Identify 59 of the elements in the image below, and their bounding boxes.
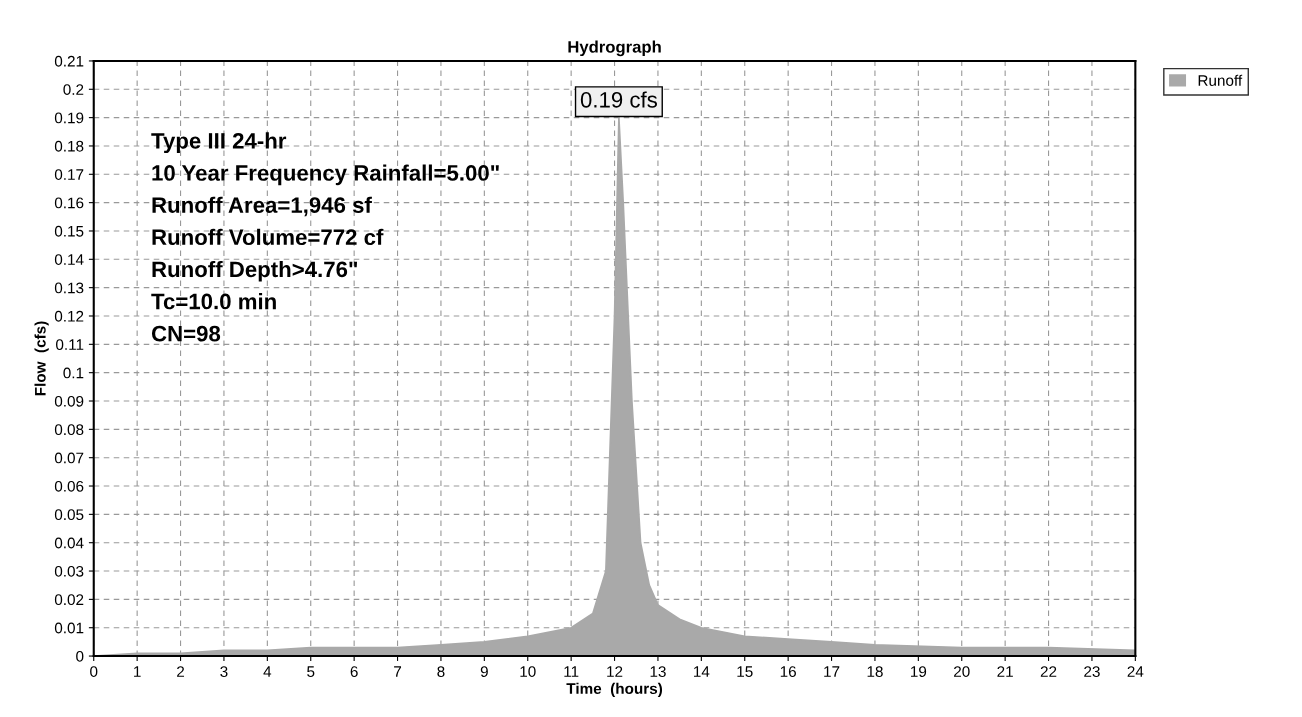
x-tick-label: 23: [1084, 666, 1100, 677]
y-tick-label: 0: [76, 650, 84, 662]
x-tick-label: 6: [350, 666, 358, 677]
x-tick-label: 21: [997, 666, 1013, 677]
chart-title: Hydrograph: [568, 40, 661, 57]
y-axis-title: Flow (cfs): [34, 321, 49, 396]
y-tick-label: 0.2: [63, 84, 84, 95]
y-tick-label: 0.21: [54, 55, 84, 67]
y-tick-label: 0.03: [54, 565, 84, 577]
y-tick-label: 0.18: [54, 140, 84, 152]
y-tick-label: 0.17: [54, 169, 84, 180]
y-tick-label: 0.07: [54, 452, 84, 464]
y-tick-label: 0.14: [54, 254, 84, 265]
x-tick-label: 7: [394, 666, 402, 677]
y-tick-label: 0.12: [54, 310, 84, 322]
x-tick-label: 10: [520, 666, 536, 677]
annotation: Type III 24-hr: [151, 132, 287, 154]
y-tick-label: 0.05: [54, 509, 84, 521]
annotation: Tc=10.0 min: [151, 293, 276, 310]
annotation: Runoff Area=1,946 sf: [152, 196, 372, 217]
x-tick-label: 19: [911, 666, 927, 677]
y-tick-label: 0.06: [54, 480, 84, 492]
annotation: 0.19 cfs: [580, 91, 657, 108]
annotation: Runoff Depth>4.76": [152, 260, 358, 282]
x-axis-title: Time (hours): [566, 682, 663, 698]
legend-label: Runoff: [1198, 74, 1243, 86]
x-tick-label: 8: [437, 666, 445, 677]
x-tick-label: 22: [1040, 666, 1057, 677]
y-tick-label: 0.11: [56, 339, 84, 351]
x-tick-label: 1: [134, 666, 141, 677]
x-tick-label: 4: [263, 666, 272, 677]
y-tick-label: 0.08: [54, 424, 84, 436]
y-tick-label: 0.19: [54, 112, 84, 124]
annotation: Runoff Volume=772 cf: [152, 228, 384, 246]
x-tick-label: 15: [737, 666, 753, 677]
x-tick-label: 14: [694, 666, 710, 677]
x-tick-label: 0: [90, 666, 98, 677]
x-tick-label: 9: [480, 666, 488, 677]
x-tick-label: 5: [307, 666, 315, 677]
y-tick-label: 0.04: [54, 537, 84, 549]
x-tick-label: 12: [607, 666, 623, 677]
annotation: CN=98: [151, 325, 221, 342]
y-tick-label: 0.02: [54, 594, 84, 606]
x-tick-label: 18: [867, 666, 883, 677]
x-tick-label: 13: [650, 666, 666, 677]
x-tick-label: 3: [220, 666, 228, 677]
y-tick-label: 0.16: [54, 197, 84, 209]
x-tick-label: 17: [824, 666, 840, 677]
y-tick-label: 0.15: [54, 225, 84, 237]
y-tick-label: 0.01: [54, 622, 84, 634]
x-tick-label: 2: [177, 666, 185, 677]
y-tick-label: 0.09: [54, 395, 84, 407]
annotation: 10 Year Frequency Rainfall=5.00": [152, 164, 499, 186]
x-tick-label: 20: [954, 666, 970, 677]
x-tick-label: 24: [1127, 666, 1144, 677]
x-tick-label: 11: [564, 666, 579, 677]
y-tick-label: 0.1: [63, 367, 84, 379]
y-tick-label: 0.13: [54, 282, 84, 294]
x-tick-label: 16: [780, 666, 796, 677]
